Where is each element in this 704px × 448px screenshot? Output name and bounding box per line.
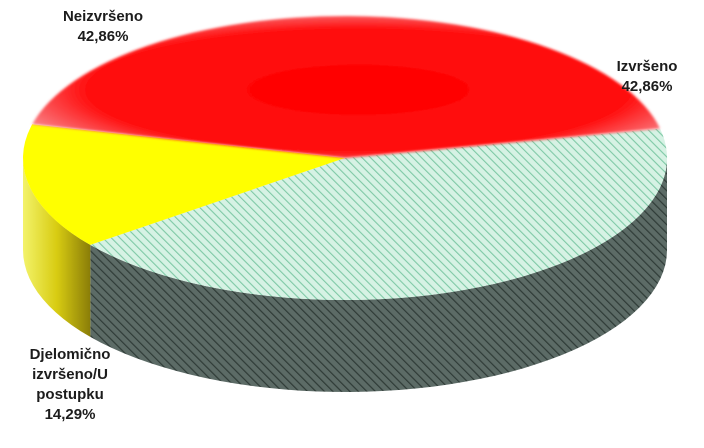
slice-djelomicno-side	[23, 158, 91, 337]
label-neizvrseno-name: Neizvršeno	[62, 8, 144, 25]
label-izvrseno: Izvršeno 42,86%	[592, 57, 702, 97]
label-izvrseno-value: 42,86%	[621, 78, 673, 95]
slice-djelomicno	[22, 124, 345, 245]
slice-izvrseno-side	[90, 158, 668, 392]
label-neizvrseno: Neizvršeno 42,86%	[38, 7, 168, 47]
label-izvrseno-name: Izvršeno	[616, 58, 678, 75]
label-djelomicno-value: 14,29%	[44, 406, 96, 423]
slice-izvrseno	[90, 128, 668, 301]
label-djelomicno-line2: izvršeno/U	[32, 366, 108, 383]
label-djelomicno-line3: postupku	[36, 386, 104, 403]
slice-neizvrseno	[32, 15, 660, 159]
label-djelomicno: Djelomično izvršeno/U postupku 14,29%	[0, 345, 140, 425]
label-djelomicno-line1: Djelomično	[29, 346, 111, 363]
pie-side-walls	[23, 158, 668, 392]
pie-top-faces	[22, 15, 668, 301]
label-neizvrseno-value: 42,86%	[77, 28, 129, 45]
